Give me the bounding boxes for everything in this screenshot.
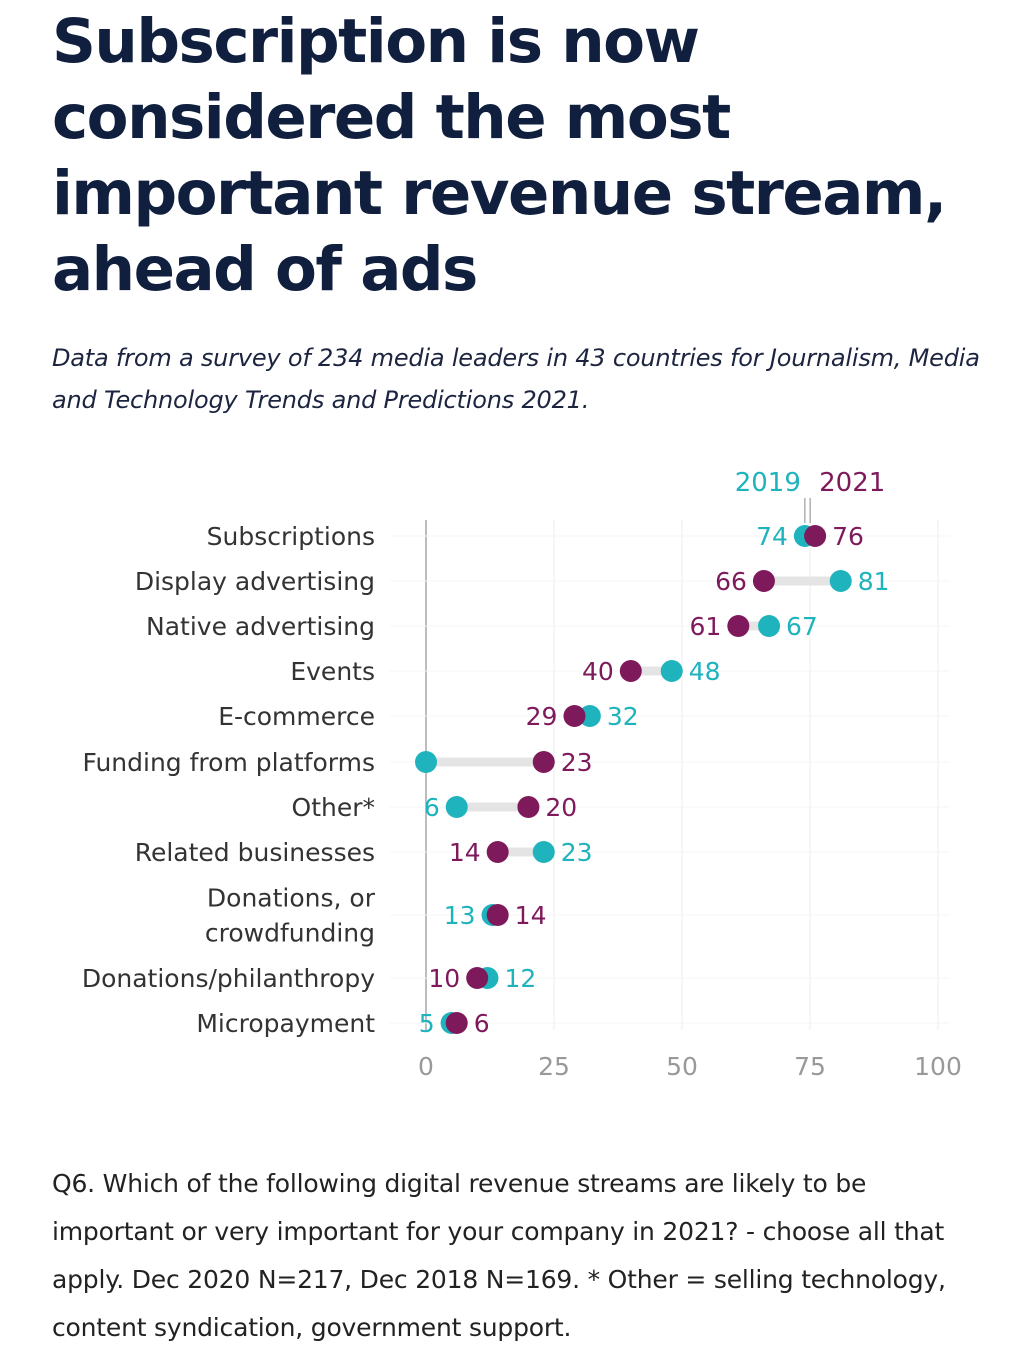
category-label-line: Related businesses bbox=[135, 838, 375, 867]
dot-2021 bbox=[445, 1012, 468, 1034]
dot-2021 bbox=[563, 705, 586, 727]
dot-2021 bbox=[466, 967, 489, 989]
value-label-2021: 14 bbox=[449, 838, 481, 867]
category-label: Donations/philanthropy bbox=[82, 964, 375, 993]
category-label-line: Other* bbox=[292, 793, 375, 822]
category-label-line: Donations, or bbox=[207, 884, 376, 913]
value-label-2021: 20 bbox=[545, 793, 577, 822]
legend-2019: 2019 bbox=[735, 468, 801, 498]
dot-2019 bbox=[578, 705, 601, 727]
chart-title: Subscription is now considered the most … bbox=[52, 6, 947, 305]
x-tick-label: 0 bbox=[418, 1052, 434, 1081]
dot-2019 bbox=[415, 751, 437, 773]
category-label: Micropayment bbox=[196, 1009, 375, 1038]
dot-2021 bbox=[804, 525, 827, 547]
category-label: Events bbox=[290, 657, 375, 686]
value-label-2019: 67 bbox=[786, 612, 818, 641]
value-label-2021: 6 bbox=[474, 1009, 490, 1038]
dot-2021 bbox=[517, 796, 540, 818]
x-tick-label: 50 bbox=[666, 1052, 698, 1081]
value-label-2019: 13 bbox=[444, 901, 476, 930]
value-label-2019: 23 bbox=[561, 838, 593, 867]
value-label-2019: 81 bbox=[858, 567, 890, 596]
category-label: Funding from platforms bbox=[82, 748, 375, 777]
category-label: Related businesses bbox=[135, 838, 375, 867]
category-label-line: Events bbox=[290, 657, 375, 686]
value-label-2019: 74 bbox=[756, 522, 788, 551]
value-label-2021: 10 bbox=[428, 964, 460, 993]
category-label-line: Donations/philanthropy bbox=[82, 964, 375, 993]
category-label: Other* bbox=[292, 793, 375, 822]
category-label: Native advertising bbox=[146, 612, 375, 641]
value-label-2019: 12 bbox=[504, 964, 536, 993]
dot-2019 bbox=[829, 570, 852, 592]
value-label-2021: 14 bbox=[515, 901, 547, 930]
value-label-2019: 32 bbox=[607, 702, 639, 731]
chart-footnote: Q6. Which of the following digital reven… bbox=[52, 1169, 946, 1342]
value-label-2019: 6 bbox=[424, 793, 440, 822]
category-label-line: E-commerce bbox=[218, 702, 375, 731]
legend-2021: 2021 bbox=[819, 468, 885, 498]
x-tick-label: 75 bbox=[794, 1052, 826, 1081]
dot-2019 bbox=[660, 660, 683, 682]
value-label-2021: 61 bbox=[690, 612, 722, 641]
dot-2021 bbox=[727, 615, 750, 637]
value-label-2021: 76 bbox=[832, 522, 864, 551]
category-label-line: Funding from platforms bbox=[82, 748, 375, 777]
dot-2019 bbox=[532, 841, 555, 863]
value-label-2019: 5 bbox=[419, 1009, 435, 1038]
category-label-line: Micropayment bbox=[196, 1009, 375, 1038]
category-label: Donations, or crowdfunding bbox=[205, 884, 376, 948]
category-label-line: Native advertising bbox=[146, 612, 375, 641]
dot-2021 bbox=[619, 660, 642, 682]
value-label-2021: 29 bbox=[526, 702, 558, 731]
chart-subtitle: Data from a survey of 234 media leaders … bbox=[52, 344, 980, 414]
dot-2021 bbox=[486, 904, 509, 926]
category-label-line: Subscriptions bbox=[207, 522, 375, 551]
dot-2021 bbox=[532, 751, 555, 773]
dot-2019 bbox=[445, 796, 468, 818]
value-label-2021: 40 bbox=[582, 657, 614, 686]
category-label-line: Display advertising bbox=[135, 567, 375, 596]
x-tick-label: 100 bbox=[914, 1052, 962, 1081]
dot-2019 bbox=[758, 615, 781, 637]
value-label-2019: 48 bbox=[689, 657, 721, 686]
x-tick-label: 25 bbox=[538, 1052, 570, 1081]
value-label-2021: 23 bbox=[561, 748, 593, 777]
category-label: Subscriptions bbox=[207, 522, 375, 551]
dot-2021 bbox=[486, 841, 509, 863]
category-label: E-commerce bbox=[218, 702, 375, 731]
category-label: Display advertising bbox=[135, 567, 375, 596]
category-label-line: crowdfunding bbox=[205, 919, 375, 948]
value-label-2021: 66 bbox=[715, 567, 747, 596]
dot-2021 bbox=[752, 570, 775, 592]
dumbbell-chart: 2019 2021 Subscriptions 74 76 Display adverti… bbox=[82, 468, 962, 1081]
